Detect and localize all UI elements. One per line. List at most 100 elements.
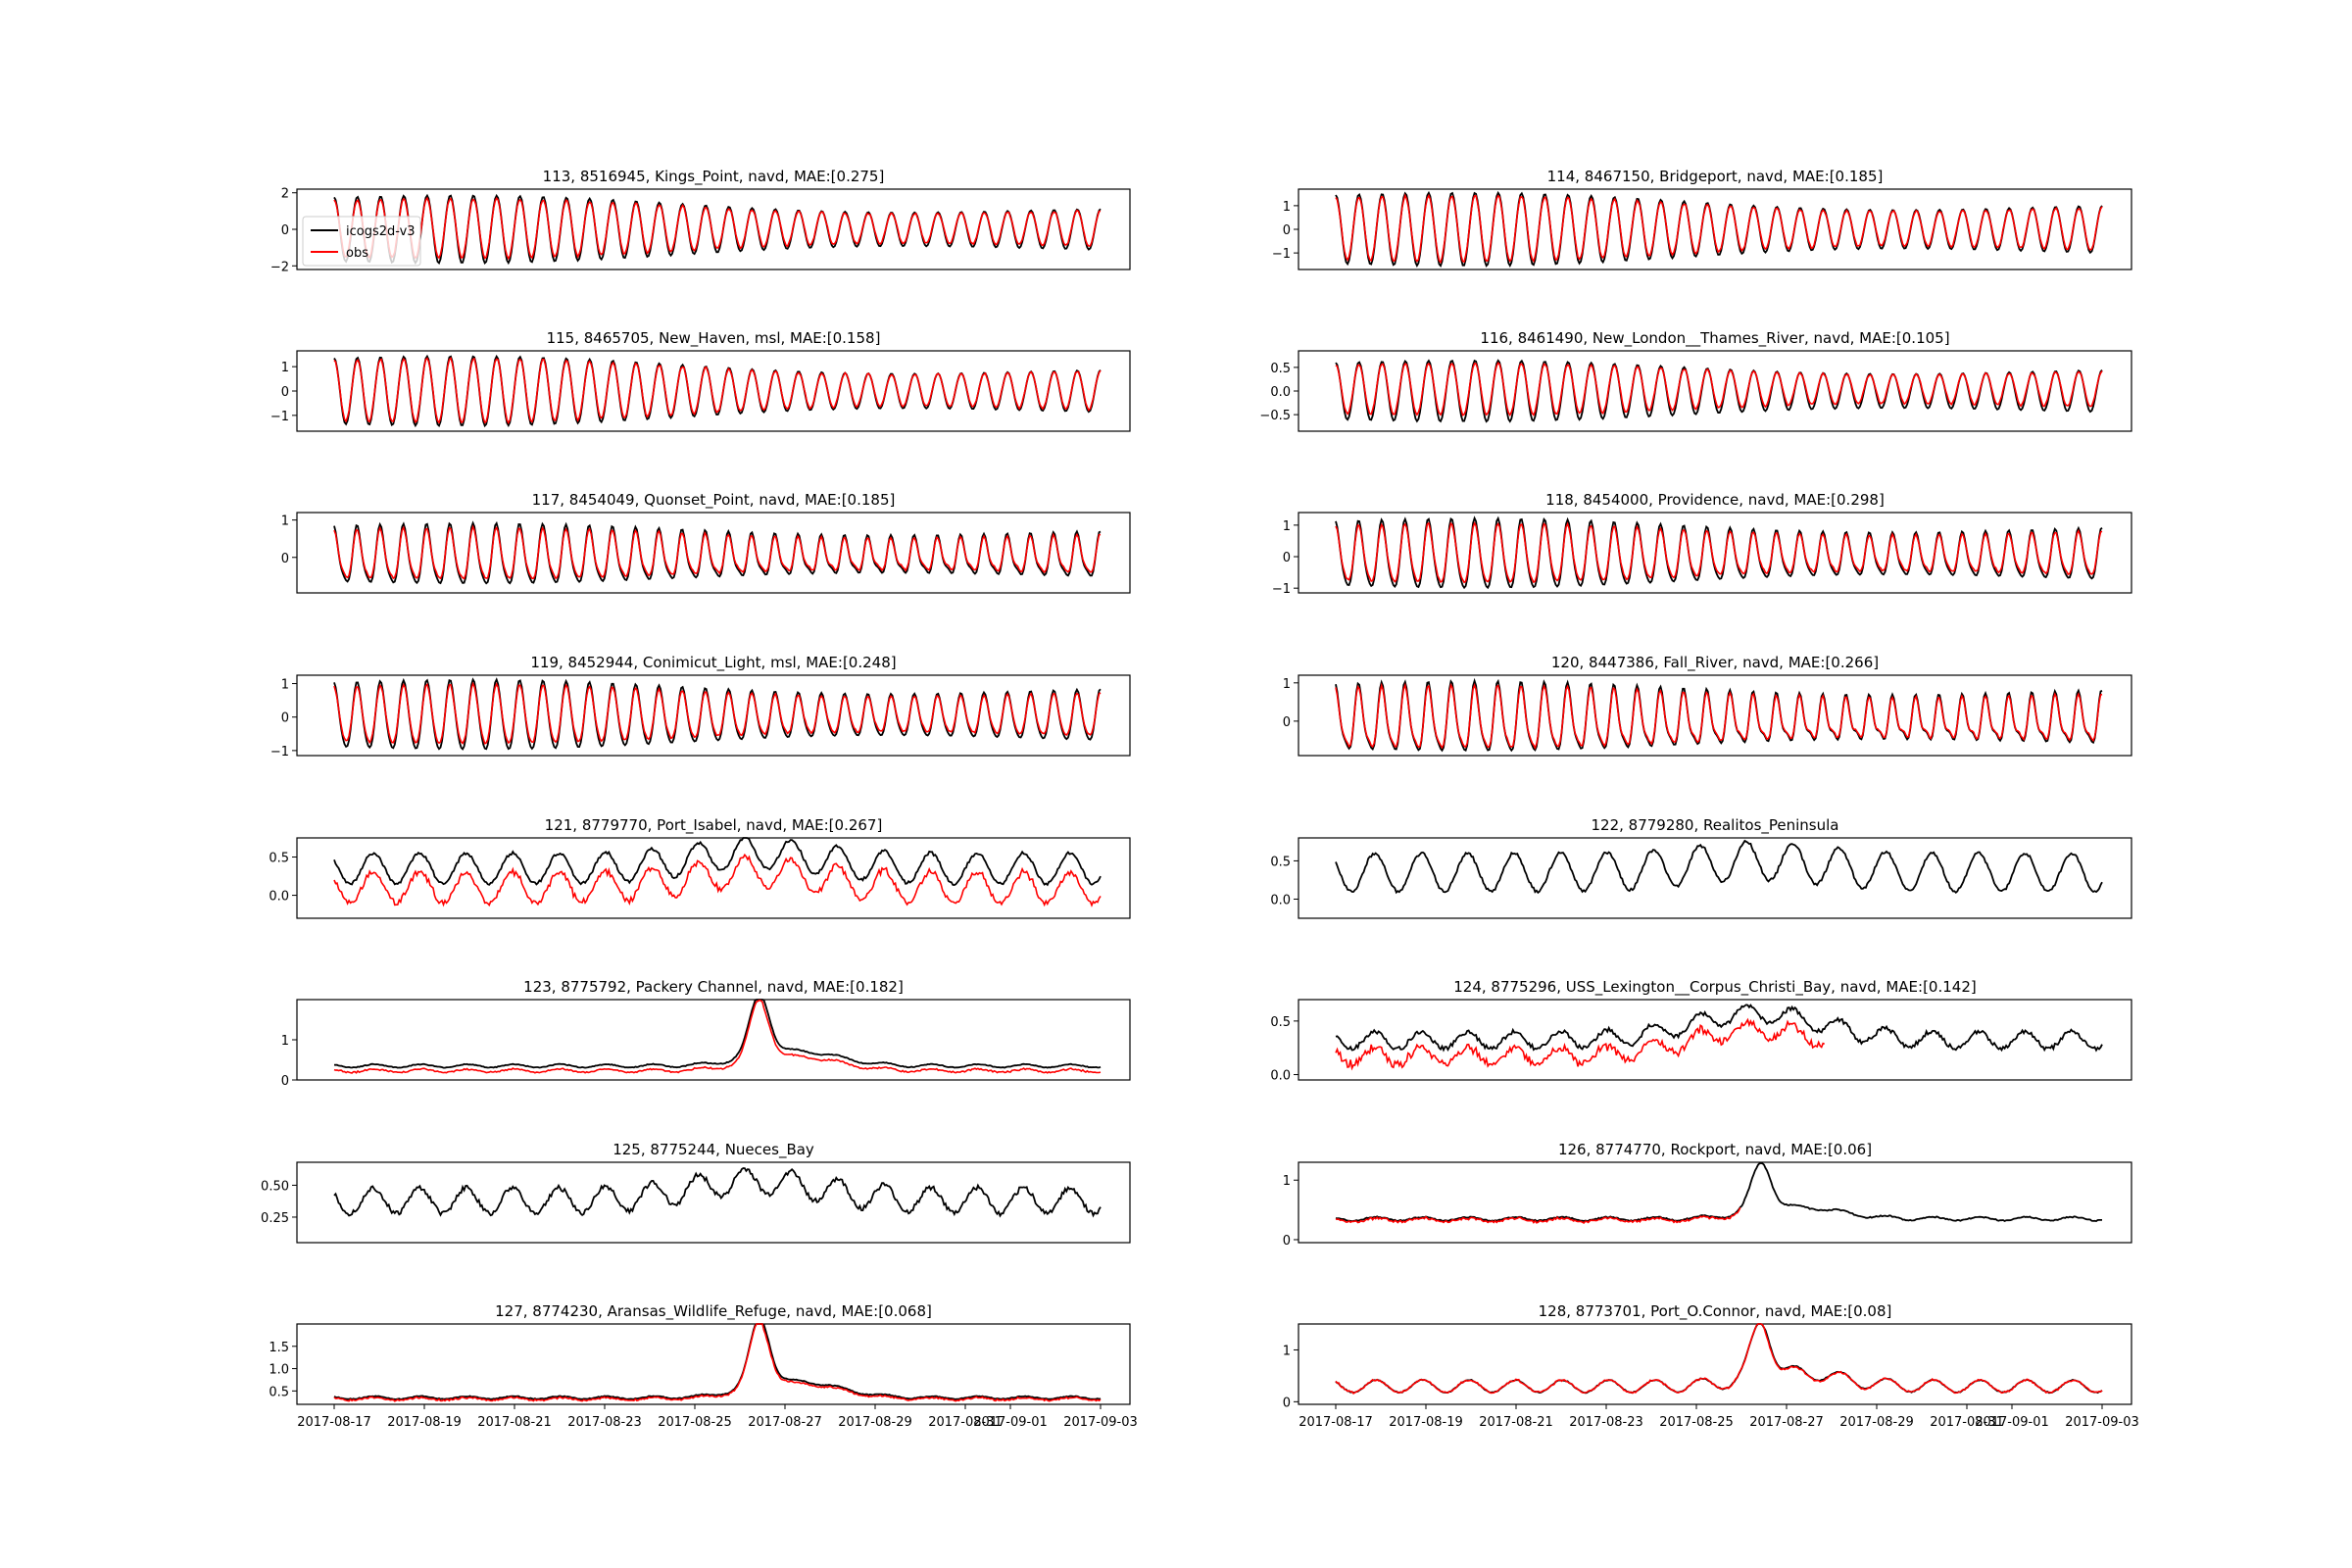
y-tick-label: −1 <box>270 410 289 424</box>
y-tick-label: 0.5 <box>269 852 289 866</box>
subplot-title: 127, 8774230, Aransas_Wildlife_Refuge, n… <box>495 1302 932 1321</box>
series-line-model <box>1335 359 2103 423</box>
x-tick-label: 2017-09-01 <box>1975 1415 2049 1430</box>
series-line-model <box>333 193 1102 266</box>
y-tick-label: 0 <box>1283 1234 1291 1249</box>
subplot-7: 119, 8452944, Conimicut_Light, msl, MAE:… <box>270 654 1131 760</box>
y-tick-label: −0.5 <box>1259 409 1291 423</box>
y-tick-label: 0.0 <box>1270 893 1291 907</box>
y-tick-label: 0.50 <box>261 1179 289 1194</box>
series-line-model <box>333 354 1102 428</box>
x-tick-label: 2017-08-23 <box>1569 1415 1643 1430</box>
subplot-3: 115, 8465705, New_Haven, msl, MAE:[0.158… <box>270 329 1131 432</box>
y-tick-label: 0.5 <box>1270 1015 1291 1030</box>
subplot-title: 128, 8773701, Port_O.Connor, navd, MAE:[… <box>1539 1302 1892 1321</box>
axes-frame <box>1298 512 2132 594</box>
series-line-model <box>1335 190 2103 268</box>
legend-label: obs <box>346 246 368 261</box>
subplot-title: 123, 8775792, Packery Channel, navd, MAE… <box>523 978 904 996</box>
series-line-obs <box>1335 1017 1825 1071</box>
y-tick-label: 1.5 <box>269 1341 289 1355</box>
subplot-title: 115, 8465705, New_Haven, msl, MAE:[0.158… <box>547 329 881 348</box>
axes-frame <box>296 1323 1131 1405</box>
subplot-title: 125, 8775244, Nueces_Bay <box>612 1141 814 1159</box>
axes-frame <box>1298 1323 2132 1405</box>
y-tick-label: 0.0 <box>1270 1069 1291 1084</box>
y-tick-label: 0.0 <box>269 890 289 905</box>
axes-frame <box>296 1161 1131 1244</box>
x-tick-label: 2017-08-25 <box>1659 1415 1734 1430</box>
series-line-obs <box>333 999 1102 1074</box>
series-line-model <box>333 520 1102 585</box>
subplot-11: 123, 8775792, Packery Channel, navd, MAE… <box>281 978 1131 1089</box>
subplot-title: 122, 8779280, Realitos_Peninsula <box>1592 816 1839 835</box>
y-tick-label: −1 <box>1272 247 1291 262</box>
subplot-title: 116, 8461490, New_London__Thames_River, … <box>1480 329 1949 348</box>
axes-frame <box>296 512 1131 594</box>
axes-frame <box>1298 674 2132 757</box>
series-line-obs <box>333 681 1102 745</box>
legend-label: icogs2d-v3 <box>346 224 416 239</box>
series-line-model <box>333 1167 1102 1218</box>
x-tick-label: 2017-08-29 <box>1839 1415 1914 1430</box>
y-tick-label: 1.0 <box>269 1363 289 1378</box>
series-line-obs <box>333 524 1102 580</box>
y-tick-label: 1 <box>1283 1174 1291 1189</box>
x-tick-label: 2017-09-03 <box>2065 1415 2139 1430</box>
y-tick-label: 0 <box>1283 551 1291 565</box>
x-tick-label: 2017-08-27 <box>1749 1415 1824 1430</box>
x-tick-label: 2017-08-19 <box>387 1415 462 1430</box>
legend-box <box>302 216 421 267</box>
axes-frame <box>1298 837 2132 919</box>
axes-frame <box>1298 1161 2132 1244</box>
subplot-title: 119, 8452944, Conimicut_Light, msl, MAE:… <box>530 654 896 672</box>
series-line-obs <box>333 357 1102 425</box>
y-tick-label: 0 <box>281 223 289 238</box>
subplot-title: 117, 8454049, Quonset_Point, navd, MAE:[… <box>532 491 896 510</box>
x-tick-label: 2017-08-31 <box>1930 1415 2004 1430</box>
series-line-obs <box>1335 193 2103 265</box>
series-line-model <box>333 837 1102 887</box>
series-line-model <box>333 1323 1102 1400</box>
y-tick-label: 0 <box>1283 223 1291 238</box>
series-line-model <box>333 677 1102 751</box>
y-tick-label: 0.25 <box>261 1211 289 1226</box>
series-line-model <box>1335 1161 2102 1223</box>
y-tick-label: 0 <box>1283 715 1291 730</box>
y-tick-label: 0 <box>281 1074 289 1089</box>
legend: icogs2d-v3 obs <box>302 216 421 267</box>
subplot-title: 120, 8447386, Fall_River, navd, MAE:[0.2… <box>1551 654 1879 672</box>
series-line-obs <box>1335 1323 2103 1396</box>
x-tick-label: 2017-09-01 <box>973 1415 1048 1430</box>
x-tick-label: 2017-08-31 <box>928 1415 1003 1430</box>
y-tick-label: 0 <box>281 552 289 566</box>
subplot-14: 126, 8774770, Rockport, navd, MAE:[0.06]… <box>1283 1141 2132 1249</box>
y-tick-label: 0 <box>281 385 289 400</box>
y-tick-label: 0 <box>1283 1396 1291 1410</box>
series-line-obs <box>333 853 1102 907</box>
series-line-obs <box>1335 361 2103 417</box>
subplot-13: 125, 8775244, Nueces_Bay 0.50 0.25 <box>261 1141 1131 1244</box>
axes-frame <box>296 674 1131 757</box>
y-tick-label: 1 <box>1283 1344 1291 1358</box>
subplot-5: 117, 8454049, Quonset_Point, navd, MAE:[… <box>281 491 1131 594</box>
subplot-8: 120, 8447386, Fall_River, navd, MAE:[0.2… <box>1283 654 2132 757</box>
series-line-model <box>333 999 1102 1069</box>
series-line-obs <box>333 1323 1102 1402</box>
y-tick-label: 1 <box>1283 200 1291 215</box>
x-tick-label: 2017-08-21 <box>477 1415 552 1430</box>
x-tick-label: 2017-08-27 <box>748 1415 822 1430</box>
y-tick-label: 1 <box>1283 677 1291 692</box>
y-tick-label: 2 <box>281 187 289 202</box>
y-tick-label: −2 <box>270 260 289 274</box>
x-tick-label: 2017-08-25 <box>658 1415 732 1430</box>
subplot-9: 121, 8779770, Port_Isabel, navd, MAE:[0.… <box>269 816 1131 919</box>
subplot-title: 118, 8454000, Providence, navd, MAE:[0.2… <box>1545 491 1885 509</box>
subplot-16: 128, 8773701, Port_O.Connor, navd, MAE:[… <box>1283 1302 2139 1430</box>
subplot-4: 116, 8461490, New_London__Thames_River, … <box>1259 329 2132 432</box>
y-tick-label: −1 <box>270 745 289 760</box>
y-tick-label: 1 <box>281 514 289 529</box>
series-line-model <box>1335 515 2103 590</box>
y-tick-label: 1 <box>1283 519 1291 534</box>
